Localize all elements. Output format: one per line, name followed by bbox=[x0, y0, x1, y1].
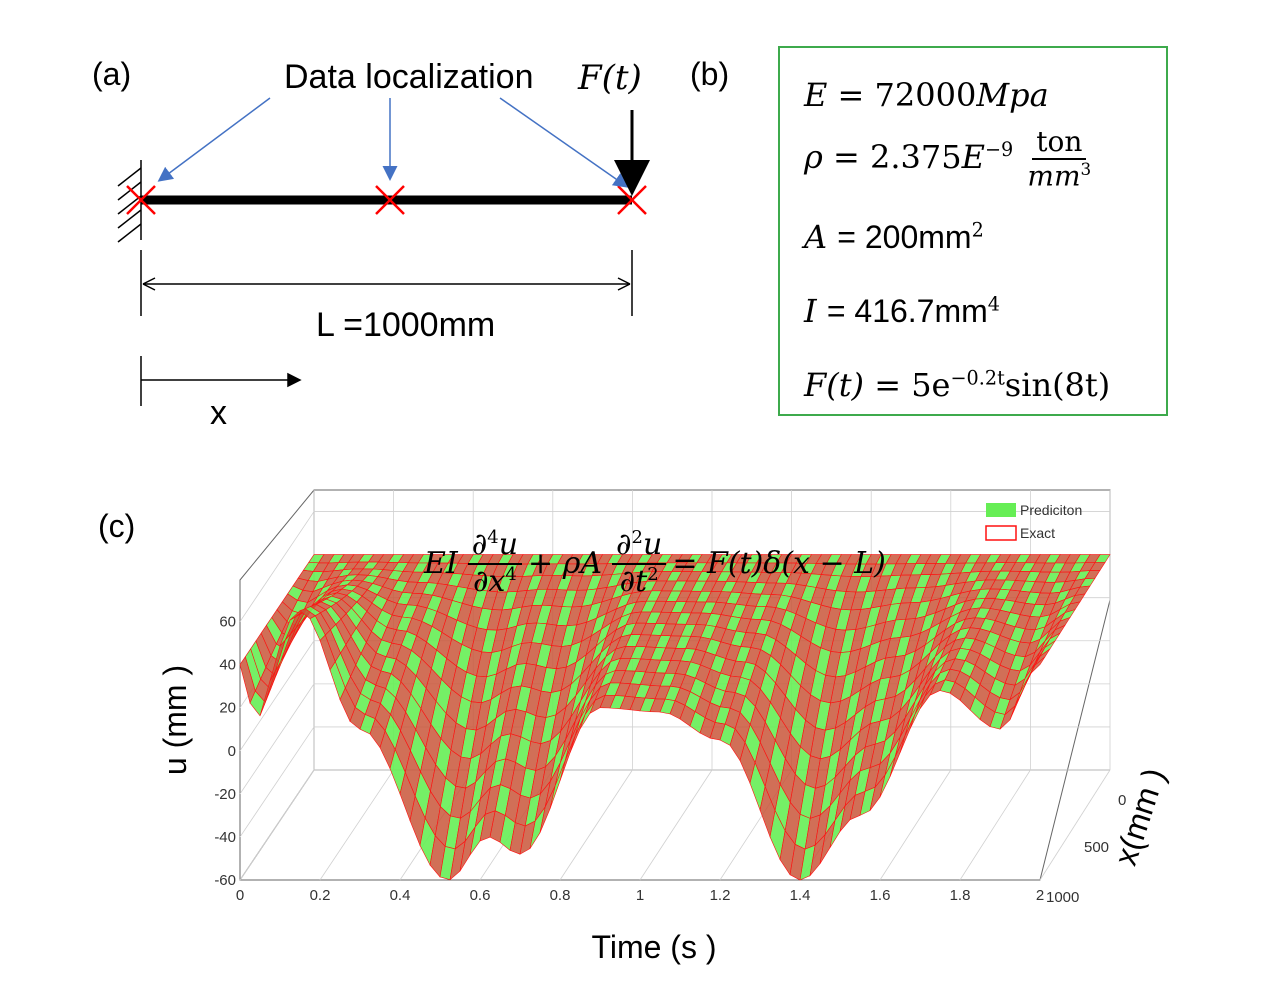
x-tick-label: 0.4 bbox=[390, 887, 411, 904]
z-tick-label: 20 bbox=[219, 700, 236, 717]
surface-cell bbox=[1029, 656, 1046, 675]
eq-density: ρ = 2.375E−9 ton mm3 bbox=[804, 125, 1092, 193]
length-label: L =1000mm bbox=[316, 306, 496, 344]
data-localization-label: Data localization bbox=[284, 58, 534, 96]
surface-plot: 0 0.2 0.4 0.6 0.8 1 1.2 1.4 1.6 1.8 2 0 500 1000 60 4… bbox=[157, 489, 1172, 965]
z-tick-label: 40 bbox=[219, 657, 236, 674]
eq-area: A = 200mm2 bbox=[804, 218, 984, 256]
fixed-support bbox=[117, 160, 142, 243]
surface-mesh bbox=[239, 554, 1111, 881]
grid-line bbox=[639, 769, 713, 881]
panel-a-tag: (a) bbox=[92, 56, 132, 92]
x-tick-label: 0.2 bbox=[310, 887, 331, 904]
y-tick-label: 0 bbox=[1118, 792, 1126, 809]
x-direction-arrow bbox=[140, 356, 302, 406]
governing-equation: EI ∂4u ∂x4 + ρA ∂2u ∂t2 = F(t)δ(x − L) bbox=[424, 527, 886, 599]
y-tick-label: 1000 bbox=[1046, 889, 1079, 906]
y-tick-label: 500 bbox=[1084, 839, 1109, 856]
eq-modulus: E = 72000Mpa bbox=[804, 76, 1049, 114]
force-label: F(t) bbox=[578, 58, 642, 98]
z-tick-label: 60 bbox=[219, 614, 236, 631]
legend-prediction-swatch bbox=[986, 503, 1016, 517]
x-axis-title: Time (s ) bbox=[591, 929, 716, 965]
legend-prediction-label: Prediciton bbox=[1020, 502, 1082, 518]
x-tick-label: 0 bbox=[236, 887, 244, 904]
localization-arrows bbox=[157, 97, 629, 188]
x-axis-label: x bbox=[210, 394, 227, 432]
legend-exact-label: Exact bbox=[1020, 525, 1055, 541]
z-tick-label: -20 bbox=[214, 786, 236, 803]
z-tick-label: 0 bbox=[228, 743, 236, 760]
x-tick-label: 0.8 bbox=[550, 887, 571, 904]
x-tick-label: 1.8 bbox=[950, 887, 971, 904]
x-tick-label: 1.2 bbox=[710, 887, 731, 904]
z-tick-label: -60 bbox=[214, 872, 236, 889]
grid-line bbox=[559, 769, 633, 881]
eq-force: F(t) = 5e−0.2tsin(8t) bbox=[804, 366, 1111, 404]
grid-line bbox=[239, 726, 315, 838]
legend: Prediciton Exact bbox=[985, 502, 1082, 541]
grid-line bbox=[239, 683, 315, 795]
grid-line bbox=[239, 640, 315, 751]
panel-b-tag: (b) bbox=[690, 56, 730, 92]
grid-line bbox=[319, 769, 394, 881]
z-axis-title: u (mm ) bbox=[157, 665, 193, 775]
grid-line bbox=[879, 769, 952, 881]
x-tick-label: 0.6 bbox=[470, 887, 491, 904]
grid-line bbox=[1039, 769, 1111, 881]
eq-inertia: I = 416.7mm4 bbox=[804, 292, 1000, 330]
z-tick-label: -40 bbox=[214, 829, 236, 846]
x-tick-label: 1.6 bbox=[870, 887, 891, 904]
x-tick-label: 1 bbox=[636, 887, 644, 904]
length-dimension bbox=[140, 250, 633, 316]
y-axis-title: x(mm ) bbox=[1107, 764, 1172, 870]
legend-exact-swatch bbox=[985, 525, 1017, 541]
x-tick-label: 1.4 bbox=[790, 887, 811, 904]
grid-line bbox=[959, 769, 1031, 881]
panel-c-tag: (c) bbox=[98, 508, 136, 544]
grid-line bbox=[239, 769, 315, 881]
grid-line bbox=[239, 511, 315, 622]
x-tick-label: 2 bbox=[1036, 887, 1044, 904]
beam-diagram bbox=[117, 97, 650, 406]
parameter-box: E = 72000Mpa ρ = 2.375E−9 ton mm3 A = 200… bbox=[778, 46, 1168, 416]
